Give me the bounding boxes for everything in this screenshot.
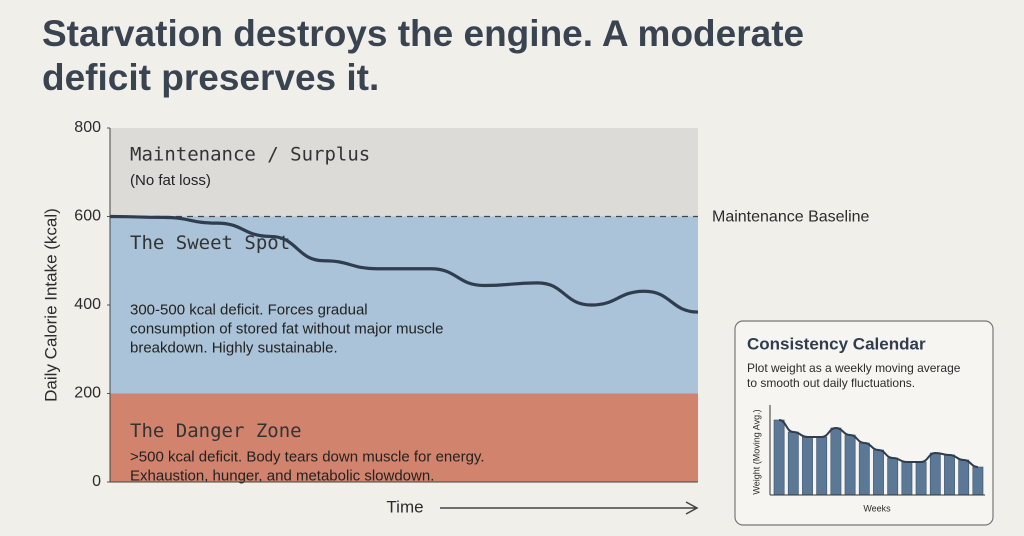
bar	[944, 454, 955, 496]
y-tick-label: 600	[74, 208, 101, 225]
bar	[773, 419, 785, 496]
zone-description: Exhaustion, hunger, and metabolic slowdo…	[130, 467, 434, 484]
zone	[110, 128, 698, 217]
bar	[844, 434, 856, 496]
bar	[816, 436, 828, 496]
title: Starvation destroys the engine. A modera…	[42, 13, 804, 54]
inset-y-label: Weight (Moving Avg.)	[751, 409, 761, 494]
bar	[915, 461, 927, 496]
time-arrow	[440, 501, 699, 515]
inset-title: Consistency Calendar	[747, 334, 926, 353]
zone-label: Maintenance / Surplus	[130, 144, 370, 166]
inset-panel	[734, 320, 994, 526]
inset-chart: Consistency Calendar Plot weight as a wee…	[747, 334, 985, 513]
y-tick-label: 200	[74, 385, 101, 402]
bar	[929, 452, 941, 496]
bar	[972, 466, 984, 496]
zone-label: The Sweet Spot	[130, 232, 290, 254]
inset-subtitle: to smooth out daily fluctuations.	[747, 376, 915, 390]
y-tick-label: 400	[74, 296, 101, 313]
title: deficit preserves it.	[42, 57, 379, 98]
bar	[787, 431, 799, 496]
zone	[110, 393, 698, 482]
zone-label: The Danger Zone	[130, 420, 302, 442]
inset-subtitle: Plot weight as a weekly moving average	[747, 361, 961, 375]
bar	[858, 442, 870, 496]
intake-line	[109, 214, 699, 314]
zone-description: 300-500 kcal deficit. Forces gradual	[130, 301, 368, 318]
bar	[830, 427, 842, 496]
bar	[873, 449, 884, 496]
y-axis-label: Daily Calorie Intake (kcal)	[41, 208, 60, 402]
bar	[887, 457, 899, 496]
zone-description: consumption of stored fat without major …	[130, 320, 443, 337]
bar	[901, 461, 913, 496]
bar	[958, 459, 970, 496]
main-chart: Maintenance / Surplus (No fat loss) The Sw…	[41, 119, 869, 516]
y-tick-label: 0	[92, 473, 101, 490]
baseline-label: Maintenance Baseline	[712, 209, 870, 226]
bar	[802, 436, 813, 496]
zone-description: (No fat loss)	[130, 172, 211, 189]
inset-x-label: Weeks	[863, 503, 891, 513]
zone-description: >500 kcal deficit. Body tears down muscl…	[130, 448, 485, 465]
y-tick-label: 800	[74, 119, 101, 136]
trend-line	[778, 419, 979, 468]
x-axis-label: Time	[386, 497, 423, 516]
zone-description: breakdown. Highly sustainable.	[130, 339, 338, 356]
